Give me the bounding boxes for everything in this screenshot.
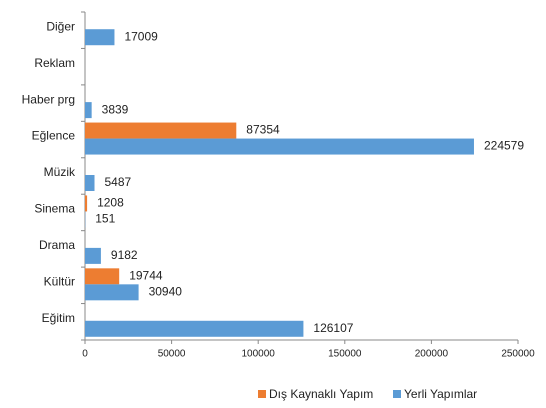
bar	[85, 29, 115, 46]
x-tick-label: 150000	[328, 349, 362, 360]
legend-label: Yerli Yapımlar	[404, 387, 477, 401]
x-tick-label: 50000	[158, 349, 186, 360]
bar	[85, 195, 88, 212]
value-label: 19744	[129, 269, 163, 283]
bar	[85, 320, 304, 337]
legend-swatch	[393, 390, 401, 398]
category-label: Müzik	[44, 165, 76, 179]
bar	[85, 247, 101, 264]
category-label: Kültür	[44, 275, 75, 289]
x-tick-label: 100000	[242, 349, 276, 360]
category-label: Haber prg	[22, 92, 75, 106]
x-tick-label: 250000	[501, 349, 535, 360]
legend-swatch	[258, 390, 266, 398]
bar	[85, 175, 95, 191]
value-label: 151	[95, 212, 115, 226]
value-label: 87354	[246, 123, 280, 137]
category-label: Diğer	[46, 19, 75, 33]
bar	[85, 122, 237, 139]
value-label: 1208	[97, 196, 124, 210]
value-label: 9182	[111, 248, 138, 262]
x-tick-label: 0	[82, 349, 88, 360]
bar	[85, 102, 92, 119]
category-label: Eğlence	[32, 129, 76, 143]
category-label: Drama	[39, 238, 75, 252]
value-label: 126107	[313, 321, 353, 335]
category-label: Reklam	[34, 56, 75, 70]
category-label: Eğitim	[42, 311, 75, 325]
x-tick-label: 200000	[415, 349, 449, 360]
legend-label: Dış Kaynaklı Yapım	[269, 387, 373, 401]
value-label: 17009	[124, 29, 158, 43]
value-label: 3839	[102, 102, 129, 116]
bar	[85, 138, 474, 155]
value-label: 5487	[105, 175, 132, 189]
bar	[85, 284, 139, 301]
value-label: 30940	[149, 285, 183, 299]
category-label: Sinema	[34, 202, 75, 216]
bar	[85, 268, 120, 285]
value-label: 224579	[484, 139, 524, 153]
